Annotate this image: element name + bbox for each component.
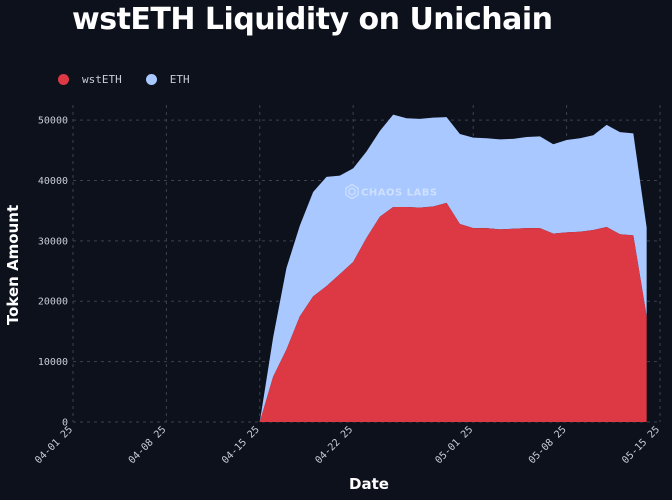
x-tick-label: 04-22 25 xyxy=(313,424,355,466)
legend: wstETH ETH xyxy=(58,73,214,86)
x-tick-label: 05-08 25 xyxy=(527,424,569,466)
x-tick-label: 04-15 25 xyxy=(220,424,262,466)
legend-item-wsteth[interactable]: wstETH xyxy=(58,73,122,86)
legend-swatch-wsteth xyxy=(58,74,69,85)
area-eth xyxy=(259,114,647,422)
chart-title: wstETH Liquidity on Unichain xyxy=(72,2,553,37)
legend-item-eth[interactable]: ETH xyxy=(145,73,190,86)
areas xyxy=(259,114,647,422)
y-tick-label: 30000 xyxy=(38,236,68,247)
watermark-text: CHAOS LABS xyxy=(361,188,438,199)
legend-label-eth: ETH xyxy=(169,73,190,86)
x-tick-label: 05-01 25 xyxy=(434,424,476,466)
y-tick-label: 40000 xyxy=(38,176,68,187)
x-axis-label: Date xyxy=(349,475,389,493)
y-tick-label: 50000 xyxy=(38,116,68,127)
y-axis-ticks: 0 10000 20000 30000 40000 50000 xyxy=(38,116,68,429)
y-axis-label: Token Amount xyxy=(4,205,22,325)
x-axis-ticks: 04-01 25 04-08 25 04-15 25 04-22 25 05-01 25… xyxy=(33,424,662,466)
legend-swatch-eth xyxy=(145,74,157,85)
x-tick-label: 05-15 25 xyxy=(620,424,662,466)
legend-label-wsteth: wstETH xyxy=(82,73,122,86)
x-tick-label: 04-01 25 xyxy=(33,424,75,466)
y-tick-label: 20000 xyxy=(38,297,68,308)
x-tick-label: 04-08 25 xyxy=(127,424,169,466)
area-wsteth xyxy=(259,202,647,422)
y-tick-label: 0 xyxy=(62,418,68,429)
watermark: CHAOS LABS xyxy=(345,183,438,200)
chaos-labs-logo-icon xyxy=(345,183,359,200)
y-tick-label: 10000 xyxy=(38,357,68,368)
